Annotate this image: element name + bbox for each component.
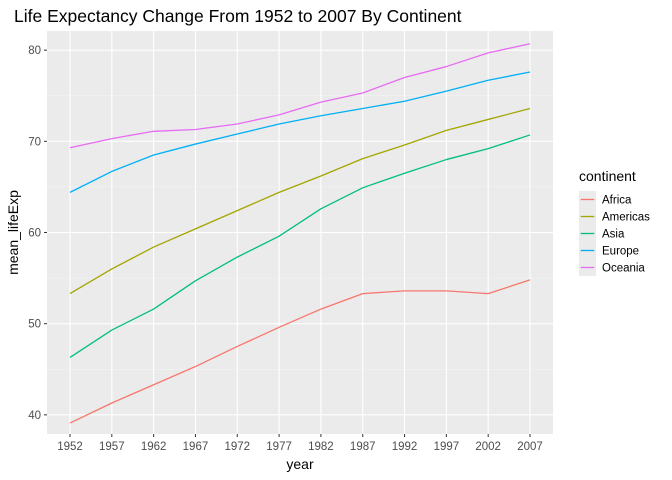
y-tick-label: 70 [28, 136, 41, 148]
y-tick-label: 40 [28, 410, 41, 422]
x-tick-label: 1972 [224, 441, 250, 453]
y-axis-title: mean_lifeExp [5, 190, 21, 275]
y-axis-ticks: 40 50 60 70 80 [28, 45, 47, 422]
chart-title: Life Expectancy Change From 1952 to 2007… [14, 6, 462, 26]
x-tick-label: 2007 [517, 441, 543, 453]
x-tick-label: 1977 [266, 441, 292, 453]
x-axis-title: year [286, 456, 314, 472]
series-lines [69, 43, 531, 424]
series-line-asia [69, 134, 531, 358]
series-line-americas [69, 107, 531, 295]
x-tick-label: 1982 [308, 441, 334, 453]
legend-label-europe: Europe [602, 246, 639, 258]
x-axis-ticks: 1952 1957 1962 1967 1972 1977 1982 1987 1992 1997… [57, 434, 543, 453]
y-tick-label: 60 [28, 228, 41, 240]
x-tick-label: 1957 [99, 441, 125, 453]
x-tick-label: 1962 [141, 441, 167, 453]
x-tick-label: 1992 [392, 441, 418, 453]
series-line-oceania [69, 43, 531, 149]
x-tick-label: 1997 [434, 441, 460, 453]
legend-label-asia: Asia [602, 229, 625, 241]
legend-label-africa: Africa [602, 195, 632, 207]
legend: continent Africa Americas Asia Europe Oceani… [579, 168, 650, 276]
legend-title: continent [579, 168, 636, 184]
y-tick-label: 50 [28, 319, 41, 331]
x-tick-label: 1967 [183, 441, 209, 453]
minor-gridlines [47, 95, 553, 370]
series-line-europe [69, 71, 531, 193]
major-gridlines [47, 31, 553, 434]
x-tick-label: 1987 [350, 441, 376, 453]
y-tick-label: 80 [28, 45, 41, 57]
x-tick-label: 2002 [475, 441, 501, 453]
legend-label-oceania: Oceania [602, 263, 645, 275]
x-tick-label: 1952 [57, 441, 83, 453]
legend-label-americas: Americas [602, 212, 650, 224]
series-line-africa [69, 279, 531, 424]
